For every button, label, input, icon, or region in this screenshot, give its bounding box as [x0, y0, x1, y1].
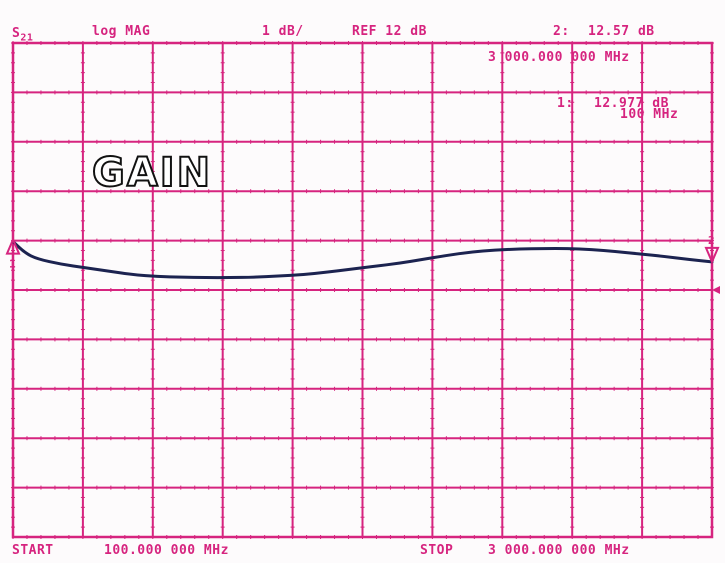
marker1-tag: 1: [9, 258, 16, 271]
marker2-symbol: [704, 246, 720, 265]
scale-label: 1 dB/: [262, 24, 304, 39]
start-frequency: 100.000 000 MHz: [104, 543, 229, 558]
marker1-frequency: 100 MHz: [620, 107, 679, 122]
format-label: log MAG: [92, 24, 151, 39]
parameter-label: S21: [12, 26, 34, 44]
marker2-value: 12.57 dB: [588, 24, 655, 39]
start-label: START: [12, 543, 54, 558]
marker-layer: 12: [5, 234, 720, 271]
marker1-label: 1:: [557, 96, 574, 111]
reference-level-arrow: [712, 286, 720, 294]
gain-trace: [11, 240, 714, 280]
marker1-value: 12.977 dB: [594, 96, 669, 111]
grid: [11, 41, 720, 539]
marker2-tag: 2: [708, 234, 715, 247]
reference-label: REF 12 dB: [352, 24, 427, 39]
stop-frequency: 3 000.000 000 MHz: [488, 543, 630, 558]
marker1-symbol: [5, 237, 21, 255]
stop-label: STOP: [420, 543, 454, 558]
marker2-frequency: 3 000.000 000 MHz: [488, 50, 630, 65]
chart-title: GAIN: [91, 149, 213, 197]
trace-layer: [11, 240, 714, 280]
marker2-label: 2:: [553, 24, 570, 39]
